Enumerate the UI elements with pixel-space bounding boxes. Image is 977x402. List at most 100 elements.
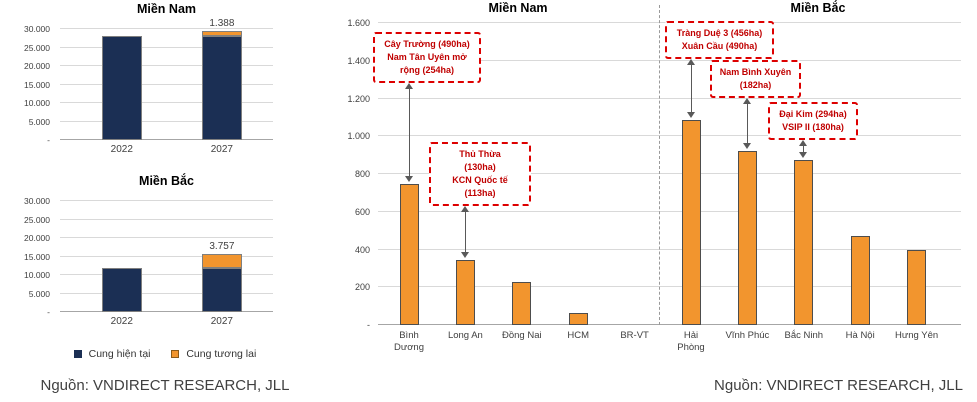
y-tick-label: 10.000 [24, 270, 50, 281]
annotation-callout: Tràng Duệ 3 (456ha) Xuân Cầu (490ha) [665, 21, 774, 59]
double-arrow [686, 58, 696, 119]
x-axis: 2022 2027 [60, 316, 273, 332]
x-axis: 2022 2027 [60, 144, 273, 160]
annotation-callout: Nam Bình Xuyên (182ha) [710, 60, 801, 98]
annotation-text: Thủ Thừa [459, 149, 501, 159]
x-category-label: Vĩnh Phúc [725, 330, 770, 341]
gridline [378, 135, 961, 137]
gridline [60, 102, 273, 104]
y-tick-label: 5.000 [28, 288, 50, 299]
bar-segment-current-supply [101, 36, 142, 140]
y-tick-label: 25.000 [24, 214, 50, 225]
arrow-line [408, 85, 410, 181]
y-tick-label: 30.000 [24, 196, 50, 206]
annotation-callout: Thủ Thừa (130ha) KCN Quốc tế (113ha) [429, 142, 531, 206]
gridline [60, 83, 273, 85]
bar-province [850, 236, 870, 325]
annotation-text: Nam Bình Xuyên [719, 67, 792, 77]
bar-segment-current-supply [101, 267, 142, 312]
y-tick-label: 15.000 [24, 251, 50, 262]
legend-label: Cung hiện tại [88, 348, 151, 360]
data-label: 3.757 [209, 240, 235, 252]
y-tick-label: 5.000 [28, 116, 50, 127]
gridline [60, 292, 273, 294]
y-tick-label: 25.000 [24, 42, 50, 53]
y-tick-label: 1.600 [347, 18, 370, 28]
legend-swatch-orange [171, 350, 180, 358]
annotation-text: VSIP II (180ha) [782, 122, 844, 132]
y-tick-label: - [47, 135, 50, 145]
gridline [378, 286, 961, 288]
gridline [60, 200, 273, 201]
x-category-label: Hưng Yên [895, 330, 939, 341]
gridline [60, 255, 273, 257]
annotation-text: KCN Quốc tế [452, 175, 508, 185]
bar-segment-current-supply [201, 267, 243, 312]
y-tick-label: 20.000 [24, 61, 50, 72]
x-axis: Bình Dương Long An Đồng Nai HCM BR-VT Hải Phò… [378, 330, 961, 360]
gridline [60, 218, 273, 220]
legend-swatch-navy [73, 350, 82, 358]
data-label: 1.388 [209, 18, 235, 30]
x-category-label: Bắc Ninh [784, 330, 824, 341]
x-category-label: 2027 [210, 316, 233, 327]
arrow-line [464, 208, 466, 256]
arrow-line [803, 142, 805, 156]
y-tick-label: - [367, 320, 370, 330]
plot-area: 1.388 [60, 18, 273, 140]
bar-province [794, 159, 814, 325]
plot-area: Cây Trường (490ha) Nam Tân Uyên mở rộng (2… [373, 5, 961, 325]
gridline [378, 173, 961, 174]
right-panel: Miền Nam Miền Bắc 1.600 1.400 1.200 1.000 80… [330, 0, 977, 402]
x-category-label: Hà Nội [845, 330, 875, 341]
annotation-text: (182ha) [739, 80, 772, 90]
y-tick-label: 400 [354, 244, 370, 255]
legend-item-current-supply: Cung hiện tại [73, 348, 151, 360]
x-category-label: Bình Dương [393, 330, 425, 353]
y-axis: 30.000 25.000 20.000 15.000 10.000 5.000 - [0, 24, 55, 145]
y-tick-label: 20.000 [24, 233, 50, 244]
gridline [60, 28, 273, 29]
annotation-text: (130ha) [464, 162, 496, 172]
y-tick-label: 15.000 [24, 79, 50, 90]
bar-province [907, 249, 927, 325]
annotation-text: (113ha) [464, 188, 496, 198]
annotation-callout: Cây Trường (490ha) Nam Tân Uyên mở rộng (2… [373, 32, 481, 83]
annotation-text: rộng (254ha) [399, 65, 454, 75]
bar-province [455, 259, 475, 325]
y-tick-label: 1.400 [347, 55, 370, 66]
gridline [60, 120, 273, 122]
x-category-label: 2022 [110, 316, 133, 327]
source-credit-right: Nguồn: VNDIRECT RESEARCH, JLL [714, 377, 963, 394]
chart-mien-nam-supply: Miền Nam 30.000 25.000 20.000 15.000 10.000 5… [0, 0, 330, 166]
bar-province [512, 281, 532, 325]
y-tick-label: 800 [354, 169, 370, 179]
x-category-label: 2027 [210, 144, 233, 155]
section-title-mien-nam: Miền Nam [488, 1, 548, 15]
annotation-text: Đại Kim (294ha) [779, 109, 847, 119]
y-axis: 30.000 25.000 20.000 15.000 10.000 5.000 - [0, 196, 55, 317]
source-credit-left: Nguồn: VNDIRECT RESEARCH, JLL [40, 377, 290, 394]
gridline [378, 97, 961, 99]
y-tick-label: 200 [354, 282, 370, 293]
plot-area: 3.757 [60, 200, 273, 312]
annotation-text: Cây Trường (490ha) [384, 39, 470, 49]
arrow-line [746, 100, 748, 148]
legend-item-future-supply: Cung tương lai [171, 348, 256, 360]
gridline [378, 210, 961, 212]
chart-title: Miền Bắc [139, 174, 194, 188]
y-tick-label: 1.200 [347, 93, 370, 104]
section-title-mien-bac: Miền Bắc [790, 1, 846, 15]
gridline [60, 237, 273, 239]
gridline [60, 311, 273, 312]
x-category-label: Hải Phòng [677, 330, 705, 353]
gridline [378, 59, 961, 61]
y-tick-label: 1.000 [347, 131, 370, 142]
y-tick-label: 30.000 [24, 24, 50, 34]
gridline [378, 324, 961, 325]
gridline [60, 65, 273, 67]
gridline [378, 248, 961, 250]
y-axis: 1.600 1.400 1.200 1.000 800 600 400 200 - [330, 18, 374, 330]
legend-label: Cung tương lai [186, 348, 257, 360]
double-arrow [460, 206, 470, 258]
